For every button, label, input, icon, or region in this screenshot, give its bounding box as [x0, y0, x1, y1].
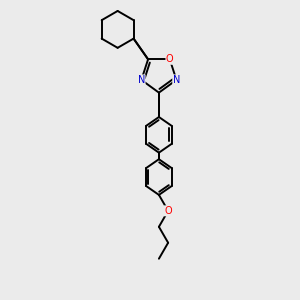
Text: O: O: [164, 206, 172, 216]
Text: N: N: [138, 75, 145, 85]
Text: O: O: [166, 54, 174, 64]
Text: N: N: [173, 75, 180, 85]
